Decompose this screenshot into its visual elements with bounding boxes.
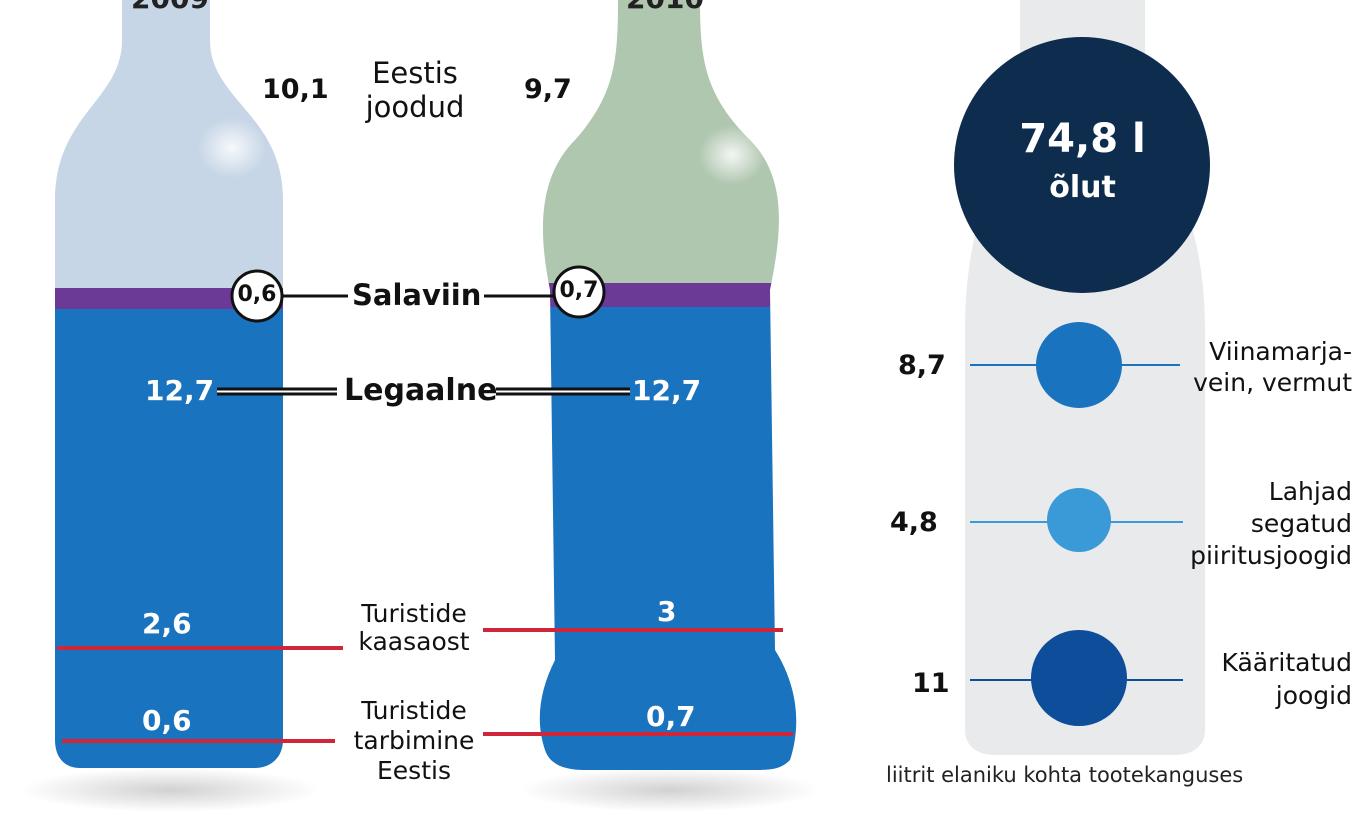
legaalne-connector-right [496,387,630,396]
segment-salaviin-2009 [55,288,283,309]
beer-value: 74,8 l [1019,116,1146,162]
year-2009: 2009 [115,0,225,15]
fermented-value: 11 [912,668,950,699]
bottle-shadow-2010 [520,768,820,812]
label-turistide-kaasaost: Turistide kaasaost [358,599,470,656]
value-kaasaost-2009: 2,6 [142,607,192,640]
bottle-shine-2009 [198,118,266,178]
wine-label: Viinamarja- vein, vermut [1193,337,1352,397]
mixed-dot [1047,488,1111,552]
value-tarbimine-2010: 0,7 [646,700,696,733]
segment-legaalne-2009 [55,309,283,768]
segment-legaalne-2010 [539,307,797,770]
value-kaasaost-2010: 3 [657,595,677,628]
salaviin-badge-2010 [552,265,606,319]
value-tarbimine-2009: 0,6 [142,704,192,737]
value-eestis-2009: 10,1 [262,74,329,105]
wine-dot [1036,322,1122,408]
label-turistide-tarbimine: Turistide tarbimine Eestis [353,696,475,785]
wine-value: 8,7 [898,350,946,381]
year-2010: 2010 [610,0,720,15]
mixed-value: 4,8 [890,507,938,538]
segment-eestis-2010 [539,0,797,283]
fermented-dot [1031,630,1127,726]
bottle-shadow-2009 [20,768,320,812]
value-salaviin-2010: 0,7 [559,278,599,303]
label-legaalne: Legaalne [344,373,498,408]
bottle-shine-2010 [698,125,766,185]
value-eestis-2010: 9,7 [524,74,572,105]
value-legaalne-2009: 12,7 [145,374,215,407]
label-salaviin: Salaviin [352,278,482,312]
value-salaviin-2009: 0,6 [237,282,277,307]
label-eestis-joodud: Eestis joodud [365,56,465,124]
beer-circle [954,37,1210,293]
units-caption: liitrit elaniku kohta tootekanguses [886,763,1244,787]
salaviin-badge-2009 [230,269,284,323]
fermented-label: Kääritatud joogid [1221,648,1352,710]
value-legaalne-2010: 12,7 [632,374,702,407]
mixed-label: Lahjad segatud piiritusjoogid [1190,477,1352,570]
beer-label: õlut [1049,170,1116,205]
legaalne-connector-left [217,387,337,396]
